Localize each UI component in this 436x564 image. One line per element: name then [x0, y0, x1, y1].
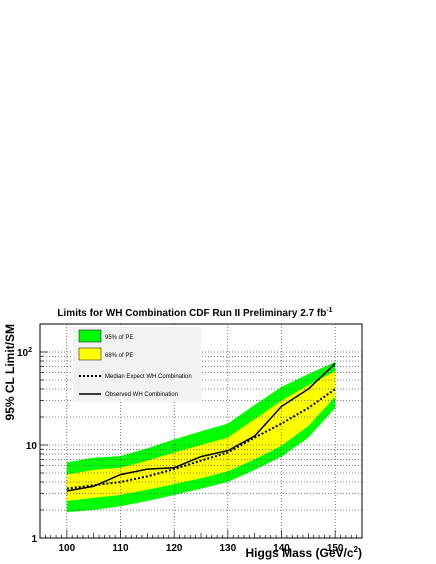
band-68	[66, 371, 336, 501]
legend-label-68: 68% of PE	[105, 353, 133, 359]
x-tick-label: 110	[112, 543, 129, 554]
x-axis-label: Higgs Mass (GeV/c2)	[246, 545, 363, 560]
y-tick-label: 1	[31, 534, 37, 545]
chart-title-superscript: -1	[326, 307, 332, 314]
x-axis-label-superscript: 2	[354, 545, 359, 554]
x-tick-label: 100	[58, 543, 75, 554]
legend-label-observed: Observed WH Combination	[105, 392, 178, 398]
y-tick-label: 10	[26, 441, 38, 452]
legend-label-expected: Median Expect WH Combination	[105, 374, 192, 380]
legend-swatch-68	[78, 347, 102, 361]
expected-limit-line	[66, 388, 336, 490]
x-axis-label-suffix: )	[358, 546, 362, 560]
uncertainty-bands	[66, 362, 336, 513]
x-tick-label: 150	[327, 543, 344, 554]
x-tick-label: 130	[219, 543, 236, 554]
legend-label-95: 95% of PE	[105, 335, 133, 341]
x-axis-label-text: Higgs Mass (GeV/c	[246, 546, 354, 560]
legend-swatch-95	[78, 329, 102, 343]
observed-limit-line	[66, 363, 336, 492]
limit-lines	[66, 363, 336, 492]
x-axis-ticks: 100 110 120 130 140 150	[39, 530, 363, 554]
chart-title: Limits for WH Combination CDF Run II Pre…	[57, 307, 332, 319]
chart-title-text: Limits for WH Combination CDF Run II Pre…	[57, 308, 326, 319]
y-axis-label: 95% CL Limit/SM	[3, 324, 17, 420]
y-tick-label: 102	[17, 347, 32, 359]
x-tick-label: 140	[273, 543, 290, 554]
y-axis-ticks: 1 10 102	[17, 323, 48, 545]
x-tick-label: 120	[166, 543, 183, 554]
legend: 95% of PE 68% of PE Median Expect WH Com…	[73, 327, 201, 402]
